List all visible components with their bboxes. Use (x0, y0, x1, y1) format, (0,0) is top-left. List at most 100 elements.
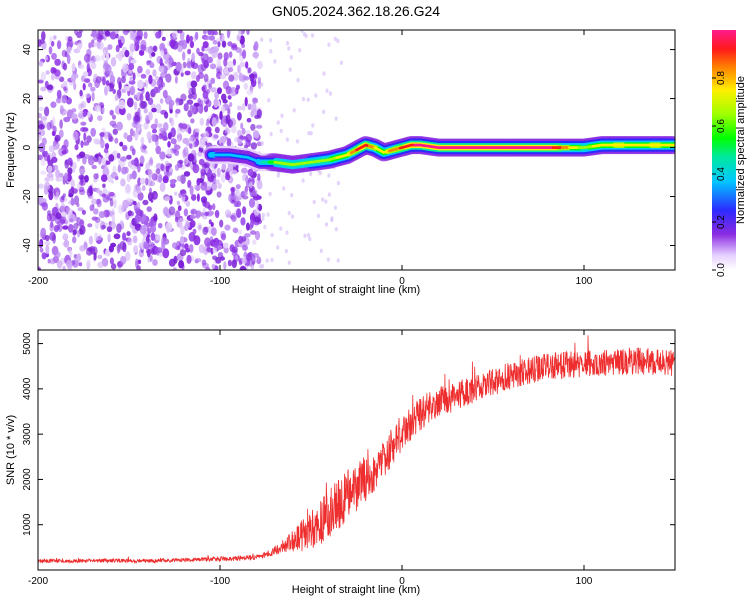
noise-speckle (242, 103, 246, 111)
noise-speckle (99, 211, 106, 218)
noise-speckle (93, 138, 99, 144)
noise-speckle (59, 173, 63, 178)
noise-speckle (101, 174, 108, 182)
noise-speckle (175, 109, 180, 114)
noise-speckle (63, 117, 70, 122)
noise-speckle (224, 52, 229, 60)
noise-speckle (159, 128, 166, 133)
noise-speckle (107, 44, 112, 50)
colorbar: 0.00.20.40.60.8 Normalized spectral ampl… (712, 30, 747, 277)
figure-title: GN05.2024.362.18.26.G24 (272, 3, 440, 19)
noise-speckle (125, 86, 131, 92)
noise-speckle (97, 115, 102, 121)
noise-speckle (202, 85, 207, 93)
noise-speckle (214, 98, 219, 108)
noise-speckle (83, 83, 86, 90)
noise-speckle (160, 182, 166, 192)
noise-speckle (102, 184, 106, 189)
noise-speckle (87, 223, 92, 227)
noise-speckle (137, 66, 143, 74)
noise-speckle (156, 247, 162, 253)
noise-speckle (217, 87, 222, 94)
noise-speckle (40, 87, 46, 92)
noise-speckle (237, 112, 242, 121)
noise-speckle (106, 161, 111, 165)
noise-speckle (223, 261, 226, 269)
noise-speckle (195, 132, 199, 141)
noise-speckle (185, 221, 190, 228)
noise-speckle (222, 99, 227, 103)
noise-speckle (286, 137, 289, 141)
noise-speckle (301, 29, 304, 33)
noise-speckle (122, 145, 127, 151)
noise-speckle (256, 195, 262, 199)
noise-speckle (125, 185, 132, 194)
noise-speckle (109, 245, 114, 252)
noise-speckle (174, 149, 179, 156)
noise-speckle (302, 178, 305, 182)
noise-speckle (164, 112, 168, 119)
noise-speckle (79, 180, 86, 186)
noise-speckle (63, 87, 67, 91)
noise-speckle (177, 138, 180, 144)
noise-speckle (71, 199, 75, 206)
noise-speckle (236, 184, 241, 189)
noise-speckle (107, 226, 112, 232)
noise-speckle (211, 182, 217, 191)
noise-speckle (296, 139, 299, 143)
y-tick-label: 40 (22, 44, 33, 56)
noise-speckle (79, 169, 85, 174)
noise-speckle (151, 134, 156, 142)
noise-speckle (127, 113, 132, 120)
noise-speckle (129, 43, 135, 52)
noise-speckle (84, 54, 91, 63)
noise-speckle (242, 49, 246, 59)
snr-x-label: Height of straight line (km) (292, 584, 420, 596)
noise-speckle (190, 185, 194, 195)
noise-speckle (124, 167, 128, 174)
noise-speckle (200, 168, 205, 176)
noise-speckle (191, 71, 196, 79)
noise-speckle (114, 138, 118, 144)
noise-speckle (47, 155, 50, 163)
noise-speckle (155, 31, 161, 38)
noise-speckle (298, 48, 301, 52)
noise-speckle (56, 191, 59, 196)
noise-speckle (142, 200, 148, 205)
noise-speckle (83, 71, 88, 77)
noise-speckle (169, 117, 172, 123)
noise-speckle (106, 80, 110, 86)
noise-speckle (151, 248, 154, 255)
noise-speckle (288, 261, 291, 265)
noise-speckle (47, 165, 53, 172)
noise-speckle (195, 259, 199, 263)
noise-speckle (320, 249, 323, 253)
noise-speckle (337, 181, 340, 185)
noise-speckle (163, 206, 168, 216)
noise-speckle (83, 127, 89, 131)
noise-speckle (152, 129, 157, 134)
noise-speckle (150, 157, 153, 164)
noise-speckle (159, 151, 166, 159)
y-tick-label: 4000 (22, 377, 33, 400)
noise-speckle (188, 127, 192, 134)
noise-speckle (260, 82, 263, 86)
noise-speckle (180, 189, 186, 197)
noise-speckle (48, 259, 51, 264)
noise-speckle (228, 67, 233, 72)
noise-speckle (227, 138, 232, 147)
noise-speckle (225, 128, 231, 134)
noise-speckle (286, 41, 289, 45)
noise-speckle (166, 149, 173, 157)
noise-speckle (296, 78, 299, 82)
noise-speckle (245, 61, 248, 69)
noise-speckle (84, 78, 90, 83)
noise-speckle (72, 63, 76, 71)
noise-speckle (72, 113, 78, 119)
noise-speckle (206, 122, 210, 126)
noise-speckle (133, 246, 138, 253)
noise-speckle (251, 103, 257, 112)
noise-speckle (127, 98, 134, 108)
noise-speckle (137, 187, 142, 194)
